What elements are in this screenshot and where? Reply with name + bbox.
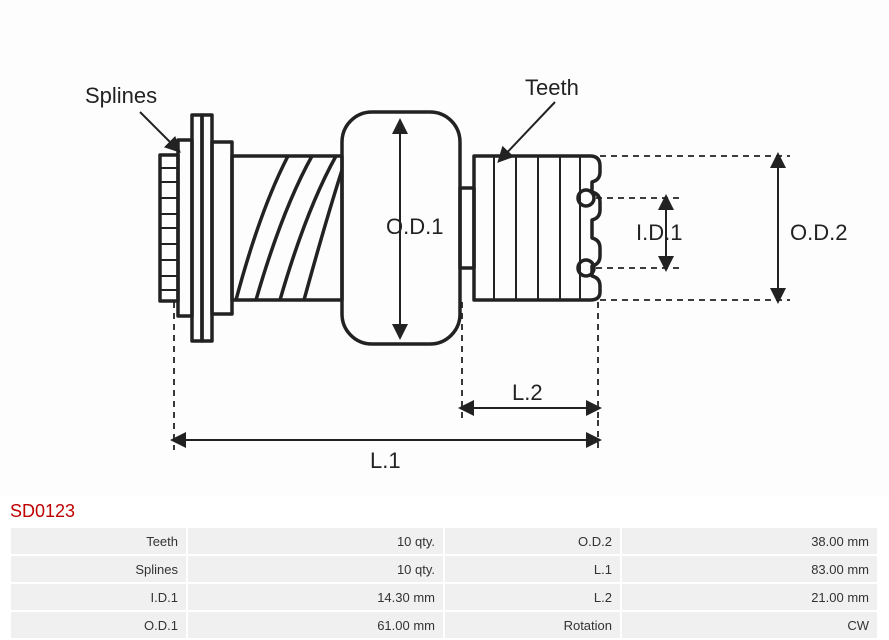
spec-value: CW	[622, 612, 877, 638]
spec-label: Rotation	[445, 612, 620, 638]
spec-value: 14.30 mm	[188, 584, 443, 610]
spec-value: 10 qty.	[188, 556, 443, 582]
spec-label: L.2	[445, 584, 620, 610]
spec-label: O.D.2	[445, 528, 620, 554]
table-row: O.D.1 61.00 mm Rotation CW	[11, 612, 877, 638]
spec-value: 21.00 mm	[622, 584, 877, 610]
spec-label: Teeth	[11, 528, 186, 554]
spec-label: I.D.1	[11, 584, 186, 610]
table-row: Teeth 10 qty. O.D.2 38.00 mm	[11, 528, 877, 554]
label-splines: Splines	[85, 83, 157, 108]
table-row: I.D.1 14.30 mm L.2 21.00 mm	[11, 584, 877, 610]
label-l2: L.2	[512, 380, 543, 405]
table-row: Splines 10 qty. L.1 83.00 mm	[11, 556, 877, 582]
spec-value: 10 qty.	[188, 528, 443, 554]
technical-diagram: Splines Teeth O.D.1 O	[0, 0, 889, 495]
part-number: SD0123	[0, 495, 889, 526]
label-l1: L.1	[370, 448, 401, 473]
label-id1: I.D.1	[636, 220, 682, 245]
label-od1: O.D.1	[386, 214, 443, 239]
spec-label: Splines	[11, 556, 186, 582]
spec-value: 61.00 mm	[188, 612, 443, 638]
label-od2: O.D.2	[790, 220, 847, 245]
spec-label: O.D.1	[11, 612, 186, 638]
spec-value: 38.00 mm	[622, 528, 877, 554]
spec-label: L.1	[445, 556, 620, 582]
spec-value: 83.00 mm	[622, 556, 877, 582]
label-teeth: Teeth	[525, 75, 579, 100]
spec-table: Teeth 10 qty. O.D.2 38.00 mm Splines 10 …	[9, 526, 879, 640]
